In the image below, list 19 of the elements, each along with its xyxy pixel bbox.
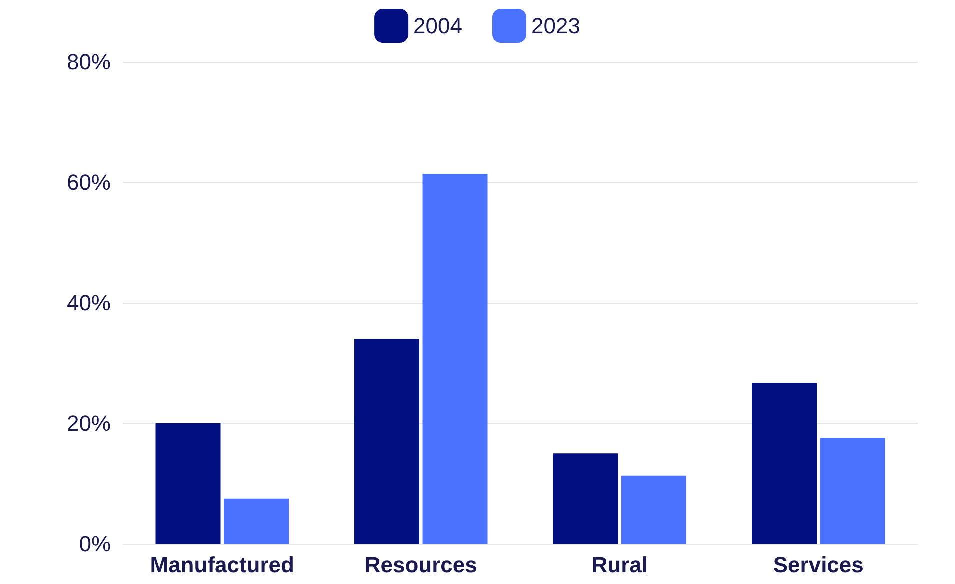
x-tick-label: Rural <box>592 552 648 578</box>
bar <box>224 498 289 544</box>
x-tick-label: Resources <box>364 552 478 578</box>
bar <box>354 339 420 544</box>
bar <box>622 476 686 544</box>
y-tick-label: 80% <box>66 50 111 74</box>
y-tick-label: 60% <box>66 170 111 195</box>
bar <box>422 174 488 544</box>
y-tick-label: 0% <box>79 532 111 556</box>
bar <box>156 424 221 544</box>
legend-label: 2004 <box>414 14 463 38</box>
y-tick-label: 20% <box>66 411 111 436</box>
x-tick-label: Manufactured <box>150 552 294 578</box>
y-tick-label: 40% <box>66 290 111 316</box>
bar <box>820 438 886 544</box>
x-tick-label: Services <box>773 552 864 578</box>
bar <box>553 454 618 544</box>
legend-label: 2023 <box>532 14 580 38</box>
bar <box>752 383 817 544</box>
